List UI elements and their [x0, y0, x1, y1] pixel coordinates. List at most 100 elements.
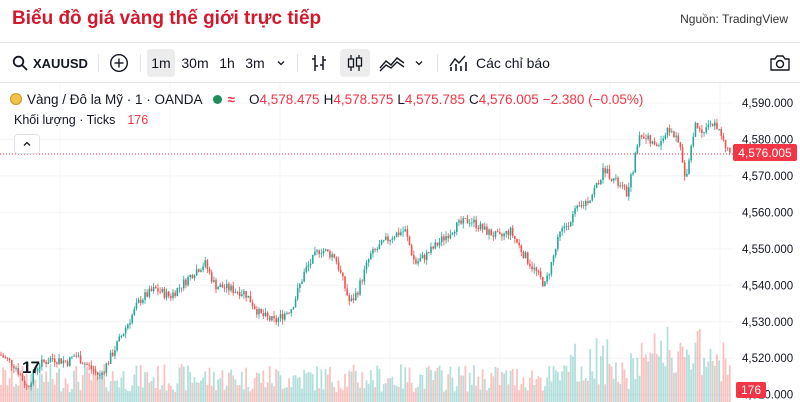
- price-chart[interactable]: 4,590.000 4,580.000 4,570.000 4,560.000 4,55…: [0, 83, 800, 402]
- volume-bar: [10, 364, 13, 402]
- interval-1h-button[interactable]: 1h: [219, 55, 235, 71]
- interval-3m-button[interactable]: 3m: [245, 55, 265, 71]
- candle-body: [718, 129, 720, 130]
- indicators-label: Các chỉ báo: [476, 55, 550, 71]
- candle-body: [122, 333, 125, 337]
- snapshot-button[interactable]: [767, 49, 793, 77]
- volume-bar: [400, 364, 402, 402]
- candle-body: [696, 122, 699, 129]
- volume-bar: [572, 356, 574, 402]
- volume-bar: [79, 390, 82, 402]
- indicators-button[interactable]: Các chỉ báo: [448, 49, 558, 77]
- candle-body: [662, 138, 664, 141]
- volume-bar: [363, 388, 366, 402]
- volume-bar: [574, 343, 576, 402]
- volume-bar: [17, 385, 20, 402]
- candle-body: [374, 249, 376, 251]
- volume-bar: [283, 387, 286, 402]
- volume-bar: [176, 383, 179, 402]
- volume-bar: [296, 377, 299, 402]
- volume-bar: [647, 361, 650, 402]
- volume-label[interactable]: Khối lượng · Ticks: [14, 113, 116, 127]
- interval-1m-button[interactable]: 1m: [147, 49, 175, 77]
- chart-type-dropdown-button[interactable]: [410, 49, 428, 77]
- volume-bar: [129, 391, 131, 402]
- chevron-down-icon: [277, 61, 285, 66]
- collapse-legend-button[interactable]: [14, 134, 40, 154]
- volume-bar: [111, 371, 114, 402]
- volume-bar: [602, 345, 604, 402]
- volume-bar: [301, 388, 303, 402]
- last-price-tag: 4,576.005: [733, 144, 797, 161]
- candle-body: [438, 242, 441, 246]
- candle-body: [505, 231, 508, 234]
- volume-bar: [688, 354, 690, 402]
- candle-body: [90, 365, 93, 370]
- volume-bar: [496, 368, 499, 402]
- volume-bar: [713, 365, 716, 402]
- volume-bar: [580, 366, 583, 402]
- candle-body: [587, 201, 589, 204]
- volume-bar: [402, 388, 404, 402]
- volume-bar: [658, 356, 660, 402]
- candle-body: [101, 372, 103, 375]
- toolbar-separator: [98, 54, 99, 72]
- candle-body: [690, 145, 692, 161]
- candle-body: [26, 385, 28, 387]
- candle-body: [453, 231, 456, 234]
- candle-body: [34, 370, 37, 372]
- candle-body: [393, 237, 396, 239]
- candle-body: [475, 219, 477, 229]
- volume-bar: [593, 378, 596, 402]
- volume-bar: [559, 380, 561, 402]
- candle-body: [585, 201, 587, 206]
- candle-body: [608, 168, 611, 179]
- volume-bar: [286, 387, 288, 402]
- volume-bar: [234, 379, 237, 402]
- candles-chart-type-button[interactable]: [340, 49, 370, 77]
- candle-body: [477, 228, 480, 230]
- volume-bar: [107, 391, 110, 402]
- interval-dropdown-button[interactable]: [272, 49, 290, 77]
- volume-bar: [505, 370, 508, 402]
- candle-body: [159, 291, 161, 293]
- toolbar-separator: [140, 54, 141, 72]
- volume-bar: [728, 365, 731, 402]
- tradingview-logo[interactable]: 17: [22, 358, 40, 377]
- toolbar-separator: [297, 54, 298, 72]
- area-chart-type-button[interactable]: [378, 49, 406, 77]
- open-key: O: [248, 91, 260, 107]
- candle-body: [234, 291, 237, 293]
- volume-bar: [552, 366, 555, 402]
- candle-body: [43, 359, 45, 362]
- candle-body: [60, 358, 62, 364]
- symbol-title[interactable]: Vàng / Đô la Mỹ · 1 · OANDA: [27, 91, 203, 107]
- candle-body: [634, 153, 637, 173]
- volume-bar: [374, 387, 376, 402]
- candle-body: [496, 231, 499, 233]
- volume-bar: [83, 366, 86, 402]
- candle-body: [131, 314, 133, 323]
- candle-body: [279, 313, 282, 319]
- volume-bar: [694, 342, 697, 402]
- candle-body: [563, 226, 566, 229]
- volume-bar: [724, 358, 727, 402]
- candle-body: [127, 324, 129, 329]
- candle-body: [602, 168, 604, 180]
- candle-body: [144, 292, 146, 300]
- volume-bar: [608, 363, 611, 402]
- price-axis-label: 4,590.000: [742, 98, 793, 110]
- candle-body: [19, 374, 22, 376]
- candle-body: [447, 236, 449, 239]
- candle-body: [494, 231, 497, 237]
- candle-body: [647, 135, 649, 139]
- candle-body: [679, 142, 682, 148]
- interval-30m-button[interactable]: 30m: [181, 55, 209, 71]
- symbol-search-button[interactable]: XAUUSD: [12, 49, 92, 77]
- volume-bar: [361, 372, 364, 402]
- compare-symbol-button[interactable]: [106, 49, 132, 77]
- candle-body: [4, 357, 7, 359]
- volume-bar: [58, 368, 60, 402]
- volume-bar: [636, 357, 639, 402]
- bar-chart-type-button[interactable]: [306, 49, 332, 77]
